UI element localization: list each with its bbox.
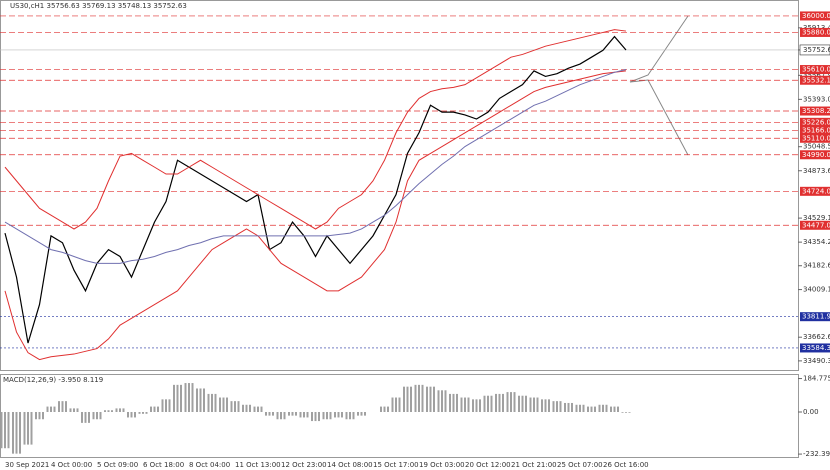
level-label-bg	[800, 186, 830, 196]
level-label-bg	[800, 133, 830, 143]
x-tick-label: 5 Oct 09:00	[97, 461, 138, 469]
y-tick-label: 34009.10	[803, 286, 830, 294]
current-price-box	[799, 44, 830, 56]
level-label-bg	[800, 65, 830, 75]
level-label-bg	[800, 106, 830, 116]
y-tick-label: 33662.60	[803, 333, 830, 341]
y-tick-label: 35752.63	[803, 46, 830, 54]
y-tick-label: 34182.60	[803, 262, 830, 270]
level-label-bg	[800, 343, 830, 353]
x-tick-label: 20 Oct 12:00	[465, 461, 511, 469]
y-tick-label: 35393.05	[803, 95, 830, 103]
x-tick-label: 21 Oct 21:00	[511, 461, 557, 469]
level-label-bg	[800, 150, 830, 160]
x-tick-label: 6 Oct 18:00	[143, 461, 184, 469]
y-tick-label: 34529.15	[803, 214, 830, 222]
arrow-up	[629, 15, 689, 83]
y-tick-label: 34354.25	[803, 238, 830, 246]
level-label-bg	[800, 75, 830, 85]
y-tick-label: 35913.45	[803, 24, 830, 32]
x-tick-label: 26 Oct 16:00	[603, 461, 649, 469]
level-label: 35880.00	[802, 28, 830, 36]
level-label-bg	[800, 126, 830, 136]
x-tick-label: 12 Oct 23:00	[281, 461, 327, 469]
x-tick-label: 8 Oct 04:00	[189, 461, 230, 469]
price-line	[4, 29, 627, 230]
level-label: 33584.39	[802, 344, 830, 352]
x-tick-label: 30 Sep 2021	[5, 461, 49, 469]
level-label: 36000.00	[802, 12, 830, 20]
level-label: 35610.00	[802, 66, 830, 74]
y-tick-label: 35048.55	[803, 143, 830, 151]
level-label-bg	[800, 11, 830, 21]
y-tick-label: 35567.95	[803, 71, 830, 79]
price-line	[4, 69, 627, 264]
chart-title: US30,cH1 35756.63 35769.13 35748.13 3575…	[10, 2, 187, 10]
y-tick-label: 33490.35	[803, 357, 830, 365]
level-label: 34990.00	[802, 151, 830, 159]
level-label-bg	[800, 27, 830, 37]
macd-y-tick-label: 184.775	[803, 375, 830, 383]
level-label: 34724.00	[802, 187, 830, 195]
level-label: 34477.00	[802, 221, 830, 229]
price-line	[4, 35, 627, 344]
macd-y-tick-label: 0.00	[803, 408, 819, 416]
main-pane	[0, 0, 799, 371]
level-label-bg	[800, 312, 830, 322]
level-label-bg	[800, 220, 830, 230]
price-line	[4, 70, 627, 361]
x-tick-label: 19 Oct 03:00	[419, 461, 465, 469]
y-tick-label: 34873.65	[803, 167, 830, 175]
macd-title: MACD(12,26,9) -3.950 8.119	[3, 376, 103, 384]
x-tick-label: 15 Oct 17:00	[373, 461, 419, 469]
level-label: 35226.00	[802, 118, 830, 126]
level-label-bg	[800, 117, 830, 127]
level-label: 33811.92	[802, 313, 830, 321]
level-label: 35166.00	[802, 127, 830, 135]
macd-y-tick-label: -232.39	[803, 450, 830, 458]
level-label: 35110.00	[802, 134, 830, 142]
x-tick-label: 11 Oct 13:00	[235, 461, 281, 469]
x-tick-label: 14 Oct 08:00	[327, 461, 373, 469]
x-tick-label: 25 Oct 07:00	[557, 461, 603, 469]
level-label: 35308.23	[802, 107, 830, 115]
x-tick-label: 4 Oct 00:00	[51, 461, 92, 469]
level-label: 35532.12	[802, 76, 830, 84]
